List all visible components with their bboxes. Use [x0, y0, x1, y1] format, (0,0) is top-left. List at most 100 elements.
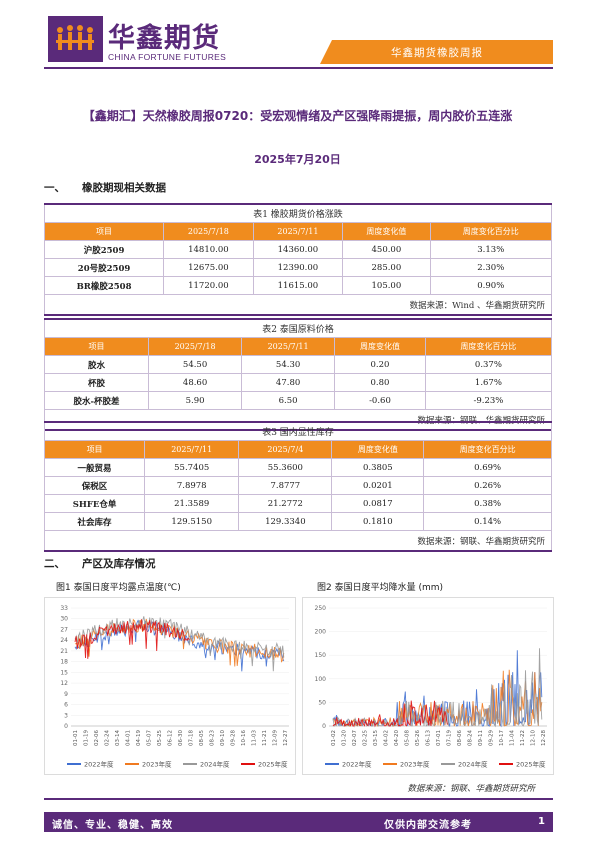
cell: 21.2772: [238, 494, 333, 513]
header-divider: [44, 67, 553, 69]
x-tick-label: 09-29: [489, 730, 495, 746]
page-number: 1: [538, 816, 545, 827]
cell: 0.26%: [423, 476, 552, 495]
row-label: 杯胶: [43, 373, 150, 392]
figure-2-title: 图2 泰国日度平均降水量 (mm): [317, 583, 444, 593]
x-tick-label: 09-28: [231, 730, 237, 746]
row-label: 胶水: [43, 355, 150, 374]
table-caption: 表3 国内显性库存: [44, 421, 552, 441]
row-label: 沪胶2509: [43, 240, 165, 259]
cell: 0.90%: [429, 276, 553, 295]
cell: 3.13%: [429, 240, 553, 259]
row-label: 20号胶2509: [43, 258, 165, 277]
cell: 54.30: [241, 355, 336, 374]
x-tick-label: 08-23: [210, 730, 216, 746]
row-label: 保税区: [43, 476, 146, 495]
series-line-2024年度: [332, 648, 543, 728]
cell: 450.00: [342, 240, 431, 259]
y-tick-label: 27: [60, 626, 68, 633]
x-tick-label: 01-02: [331, 730, 337, 746]
x-tick-label: 04-20: [394, 730, 400, 746]
x-tick-label: 11-03: [252, 730, 258, 746]
cell: 5.90: [148, 391, 243, 410]
y-tick-label: 0: [322, 723, 326, 730]
table-caption: 表2 泰国原料价格: [44, 318, 552, 338]
x-tick-label: 02-24: [105, 730, 111, 746]
y-tick-label: 15: [60, 669, 68, 676]
row-label: 一般贸易: [43, 458, 146, 477]
footer-slogan: 诚信、专业、稳健、高效: [52, 820, 173, 831]
x-tick-label: 10-16: [241, 730, 247, 746]
legend-label: 2022年度: [342, 760, 372, 769]
footer: 诚信、专业、稳健、高效 仅供内部交流参考 1: [44, 812, 553, 832]
report-date: 2025年7月20日: [254, 153, 341, 166]
figure-1-title: 图1 泰国日度平均露点温度(℃): [56, 583, 181, 593]
cell: 11615.00: [252, 276, 344, 295]
cell: 2.30%: [429, 258, 553, 277]
x-tick-label: 01-20: [342, 730, 348, 746]
y-tick-label: 21: [60, 648, 68, 655]
legend-label: 2024年度: [200, 760, 230, 769]
footer-note: 仅供内部交流参考: [384, 820, 472, 831]
table-row: 一般贸易 55.7405 55.3600 0.3805 0.69%: [43, 458, 552, 477]
company-name-en: CHINA FORTUNE FUTURES: [108, 52, 227, 62]
x-tick-label: 08-06: [457, 730, 463, 746]
table-row: SHFE仓单 21.3589 21.2772 0.0817 0.38%: [43, 494, 552, 513]
x-tick-label: 02-07: [352, 730, 358, 746]
legend-label: 2025年度: [258, 760, 288, 769]
table-header: 项目: [43, 337, 150, 356]
table-source: 数据来源：钢联、华鑫期货研究所: [44, 530, 552, 552]
cell: 105.00: [342, 276, 431, 295]
cell: 0.38%: [423, 494, 552, 513]
x-tick-label: 08-05: [199, 730, 205, 746]
x-tick-label: 04-19: [136, 730, 142, 746]
cell: 7.8777: [238, 476, 333, 495]
x-tick-label: 07-18: [189, 730, 195, 746]
x-tick-label: 12-10: [531, 730, 537, 746]
x-tick-label: 12-09: [273, 730, 279, 746]
figure-source: 数据来源：钢联、华鑫期货研究所: [407, 784, 535, 794]
x-tick-label: 06-30: [178, 730, 184, 746]
y-tick-label: 0: [64, 723, 68, 730]
cell: 0.0201: [331, 476, 425, 495]
legend-label: 2024年度: [458, 760, 488, 769]
row-label: 社会库存: [43, 512, 146, 531]
cell: 0.14%: [423, 512, 552, 531]
chart-precipitation-svg: 0 50 100 150 200 250 01-02 01-20 02-07 02-25 03-15…: [315, 605, 547, 769]
cell: 21.3589: [144, 494, 240, 513]
section-1-title: 橡胶期现相关数据: [82, 182, 166, 194]
cell: 14810.00: [163, 240, 254, 259]
chart-dew-point-svg: 0 3 6 9 12 15 18 21 24 27 30 33 01-01 01-19 02-06 02-24…: [60, 605, 289, 769]
y-tick-label: 18: [60, 659, 68, 666]
cell: 0.0817: [331, 494, 425, 513]
x-tick-label: 06-12: [168, 730, 174, 746]
x-tick-label: 04-01: [126, 730, 132, 746]
company-logo-icon: [48, 16, 103, 62]
cell: 47.80: [241, 373, 336, 392]
x-tick-label: 09-11: [478, 730, 484, 746]
x-tick-label: 04-02: [384, 730, 390, 746]
y-tick-label: 150: [315, 652, 327, 659]
cell: 14360.00: [252, 240, 344, 259]
section-2-heading: 二、 产区及库存情况: [44, 556, 156, 571]
table-header: 2025/7/11: [144, 440, 240, 459]
y-tick-label: 3: [64, 712, 68, 719]
y-tick-label: 33: [60, 605, 68, 612]
chart-dew-point: 0 3 6 9 12 15 18 21 24 27 30 33 01-01 01-19 02-06 02-24…: [44, 597, 296, 775]
x-tick-label: 11-22: [520, 730, 526, 746]
section-2-title: 产区及库存情况: [82, 558, 156, 570]
cell: 129.3340: [238, 512, 333, 531]
table-row: 胶水-杯胶差 5.90 6.50 -0.60 -9.23%: [43, 391, 553, 410]
table-header: 2025/7/11: [241, 337, 336, 356]
table-header: 周度变化百分比: [423, 440, 552, 459]
x-tick-label: 01-19: [84, 730, 90, 746]
cell: 129.5150: [144, 512, 240, 531]
x-tick-label: 03-14: [115, 730, 121, 746]
cell: 0.3805: [331, 458, 425, 477]
x-tick-label: 12-27: [283, 730, 289, 746]
table-header: 2025/7/18: [163, 222, 254, 241]
series-line-2025年度: [332, 700, 448, 728]
x-tick-label: 03-15: [373, 730, 379, 746]
legend-label: 2023年度: [142, 760, 172, 769]
row-label: 胶水-杯胶差: [43, 391, 150, 410]
